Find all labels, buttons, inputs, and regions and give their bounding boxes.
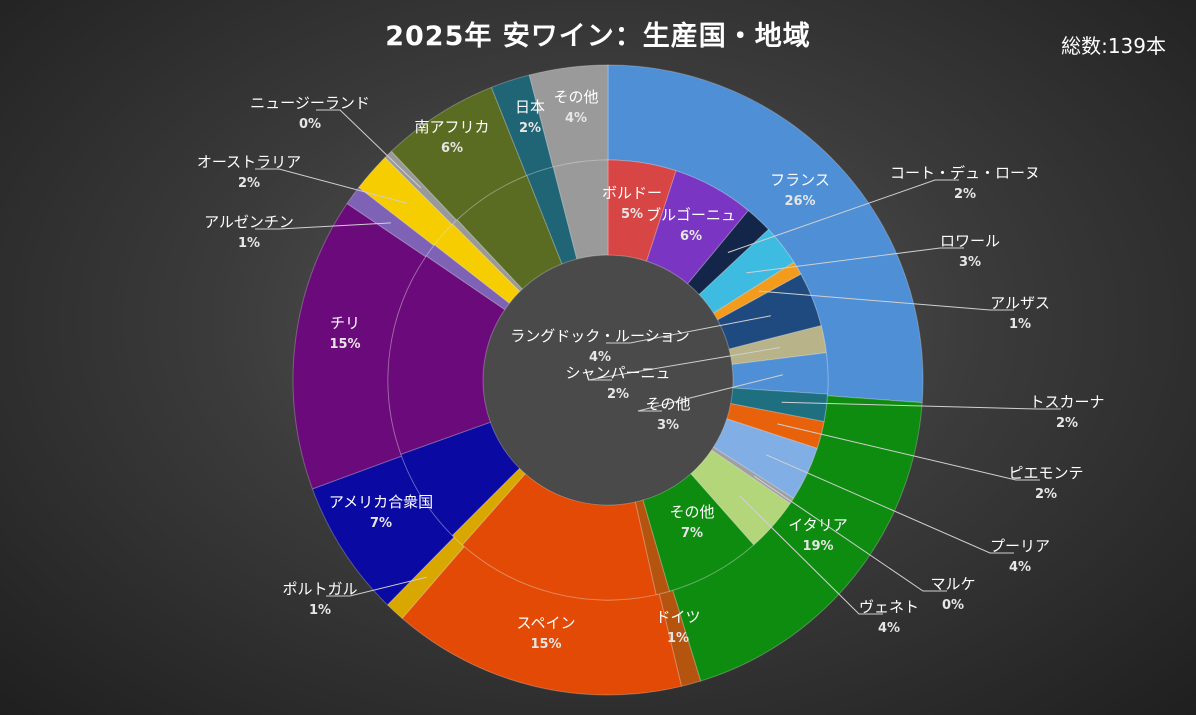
outer-label-3-percent: 15% bbox=[530, 637, 561, 652]
outer-label-8-name: オーストラリア bbox=[197, 153, 301, 171]
outer-label-6-percent: 15% bbox=[329, 337, 360, 352]
outer-label-5-percent: 7% bbox=[370, 516, 392, 531]
inner-label-7-leader-line bbox=[637, 374, 784, 412]
inner-label-13-name: その他 bbox=[669, 503, 714, 521]
inner-slice-7 bbox=[731, 352, 829, 395]
outer-label-4-percent: 1% bbox=[309, 603, 331, 618]
inner-label-10-name: プーリア bbox=[990, 537, 1050, 555]
outer-label-9-leader-line bbox=[316, 109, 422, 189]
inner-slice-0 bbox=[607, 159, 677, 262]
outer-label-6-name: チリ bbox=[330, 314, 360, 332]
outer-label-11-percent: 2% bbox=[519, 121, 541, 136]
outer-label-2-percent: 1% bbox=[667, 631, 689, 646]
inner-slice-10 bbox=[712, 418, 818, 499]
outer-label-7-name: アルゼンチン bbox=[204, 213, 294, 231]
inner-label-3-percent: 3% bbox=[959, 255, 981, 270]
inner-label-9-leader-line bbox=[777, 423, 1040, 481]
inner-label-12-percent: 4% bbox=[878, 621, 900, 636]
inner-label-2-name: コート・デュ・ローヌ bbox=[890, 164, 1040, 182]
inner-slice-13 bbox=[642, 472, 755, 592]
outer-label-1-percent: 19% bbox=[802, 539, 833, 554]
outer-label-7-leader-line bbox=[255, 222, 391, 230]
inner-label-6-percent: 2% bbox=[607, 387, 629, 402]
outer-label-10-name: 南アフリカ bbox=[414, 118, 489, 136]
outer-label-1-name: イタリア bbox=[788, 516, 847, 534]
inner-label-4-name: アルザス bbox=[990, 294, 1050, 312]
inner-slice-18 bbox=[387, 255, 506, 455]
inner-label-1-name: ブルゴーニュ bbox=[646, 206, 736, 224]
inner-label-9-name: ピエモンテ bbox=[1008, 464, 1083, 482]
inner-label-11-percent: 0% bbox=[942, 598, 964, 613]
inner-label-7-percent: 3% bbox=[657, 418, 679, 433]
inner-label-1-percent: 6% bbox=[680, 229, 702, 244]
inner-label-6-leader-line bbox=[587, 346, 781, 381]
outer-label-4-name: ポルトガル bbox=[282, 580, 357, 598]
inner-label-6-name: シャンパーニュ bbox=[565, 364, 670, 382]
outer-label-8-leader-line bbox=[255, 168, 407, 204]
inner-label-0-name: ボルドー bbox=[602, 184, 662, 202]
inner-label-8-percent: 2% bbox=[1056, 416, 1078, 431]
inner-slice-9 bbox=[726, 403, 825, 450]
inner-slice-15 bbox=[461, 472, 657, 601]
inner-label-2-percent: 2% bbox=[954, 187, 976, 202]
inner-slice-3 bbox=[698, 228, 795, 314]
inner-slice-14 bbox=[634, 499, 671, 596]
inner-label-12-name: ヴェネト bbox=[859, 598, 919, 616]
chart-title: 2025年 安ワイン：生産国・地域 bbox=[385, 21, 811, 52]
outer-label-0-percent: 26% bbox=[784, 194, 815, 209]
inner-label-5-name: ラングドック・ルーション bbox=[510, 327, 689, 345]
inner-label-8-leader-line bbox=[781, 401, 1061, 410]
inner-label-5-percent: 4% bbox=[589, 350, 611, 365]
outer-label-11-name: 日本 bbox=[515, 98, 545, 116]
outer-label-10-percent: 6% bbox=[441, 141, 463, 156]
inner-label-13-percent: 7% bbox=[681, 526, 703, 541]
inner-label-11-leader-line bbox=[753, 475, 947, 592]
outer-label-12-name: その他 bbox=[553, 88, 598, 106]
outer-label-5-name: アメリカ合衆国 bbox=[329, 493, 433, 511]
inner-slice-24 bbox=[552, 159, 609, 260]
inner-label-2-leader-line bbox=[727, 179, 959, 253]
inner-label-9-percent: 2% bbox=[1035, 487, 1057, 502]
inner-slice-23 bbox=[526, 166, 578, 265]
inner-label-3-leader-line bbox=[746, 247, 964, 274]
inner-label-11-name: マルケ bbox=[930, 575, 975, 593]
inner-label-4-percent: 1% bbox=[1009, 317, 1031, 332]
inner-label-10-leader-line bbox=[765, 454, 1014, 554]
inner-label-8-name: トスカーナ bbox=[1029, 393, 1104, 411]
inner-label-5-leader-line bbox=[606, 315, 771, 344]
inner-label-0-percent: 5% bbox=[621, 207, 643, 222]
inner-slice-21 bbox=[452, 219, 524, 293]
outer-label-12-percent: 4% bbox=[565, 111, 587, 126]
outer-label-7-percent: 1% bbox=[238, 236, 260, 251]
outer-label-9-percent: 0% bbox=[299, 117, 321, 132]
outer-label-3-name: スペイン bbox=[517, 614, 576, 632]
inner-label-4-leader-line bbox=[758, 290, 1014, 311]
total-count: 総数:139本 bbox=[1061, 34, 1166, 58]
outer-label-2-name: ドイツ bbox=[655, 608, 700, 626]
outer-label-0-name: フランス bbox=[770, 171, 830, 189]
inner-label-3-name: ロワール bbox=[940, 232, 1000, 250]
inner-label-7-name: その他 bbox=[645, 395, 690, 413]
inner-label-10-percent: 4% bbox=[1009, 560, 1031, 575]
inner-slice-16 bbox=[451, 467, 526, 546]
outer-label-8-percent: 2% bbox=[238, 176, 260, 191]
inner-label-12-leader-line bbox=[739, 495, 883, 615]
outer-label-9-name: ニュージーランド bbox=[250, 94, 370, 112]
outer-label-4-leader-line bbox=[326, 576, 427, 597]
